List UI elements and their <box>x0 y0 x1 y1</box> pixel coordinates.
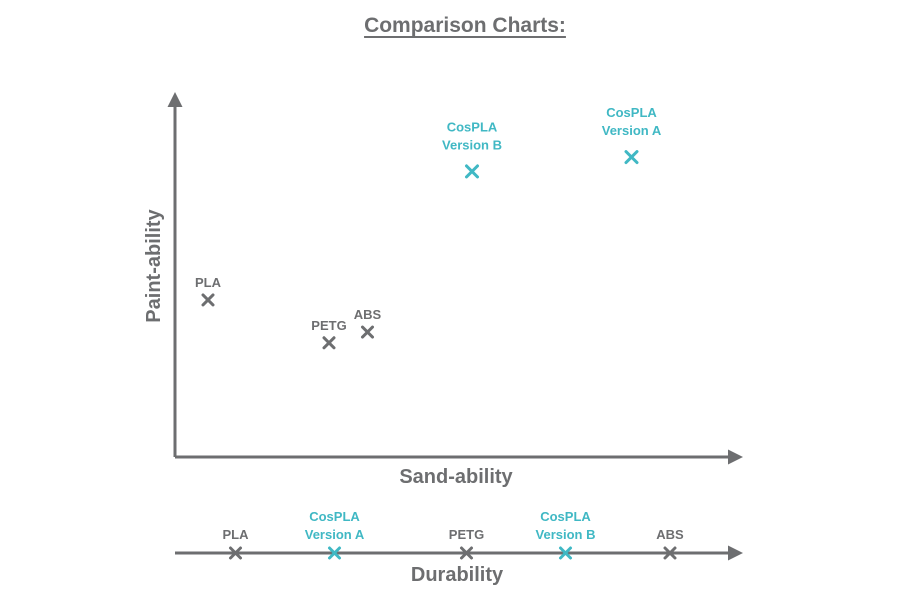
y-axis-label: Paint-ability <box>143 208 165 322</box>
durability-point-marker <box>328 546 341 560</box>
durability-point-label: ABS <box>656 527 684 542</box>
scatter-point-marker <box>361 325 374 339</box>
durability-points: PLA CosPLA Version A PETG CosPLA Version B ABS <box>223 509 684 560</box>
scatter-point-marker <box>465 164 479 179</box>
scatter-point-marker <box>624 150 639 165</box>
x-axis-label: Sand-ability <box>399 466 513 488</box>
scatter-point-label: Version A <box>602 123 662 138</box>
scatter-point-label: CosPLA <box>447 119 498 134</box>
scatter-point-label: ABS <box>354 307 382 322</box>
durability-point-marker <box>663 546 677 560</box>
scatter-point-label: CosPLA <box>606 105 657 120</box>
scatter-point-label: PETG <box>311 318 346 333</box>
scatter-points: PLA PETG ABS CosPLA Version B CosPLA Version A <box>195 105 662 350</box>
durability-axis-label: Durability <box>411 564 504 586</box>
scatter-point-label: Version B <box>442 137 502 152</box>
durability-point-marker <box>559 546 572 560</box>
scatter-point-label: PLA <box>195 275 222 290</box>
scatter-point-marker <box>201 293 215 307</box>
durability-point-label: CosPLA <box>540 509 591 524</box>
durability-point-label: Version A <box>305 527 365 542</box>
durability-point-marker <box>460 546 473 560</box>
page-title: Comparison Charts: <box>364 14 566 37</box>
durability-point-label: PLA <box>223 527 250 542</box>
scatter-point-marker <box>322 336 336 350</box>
durability-point-marker <box>229 546 242 560</box>
durability-point-label: PETG <box>449 527 484 542</box>
durability-point-label: CosPLA <box>309 509 360 524</box>
durability-point-label: Version B <box>536 527 596 542</box>
